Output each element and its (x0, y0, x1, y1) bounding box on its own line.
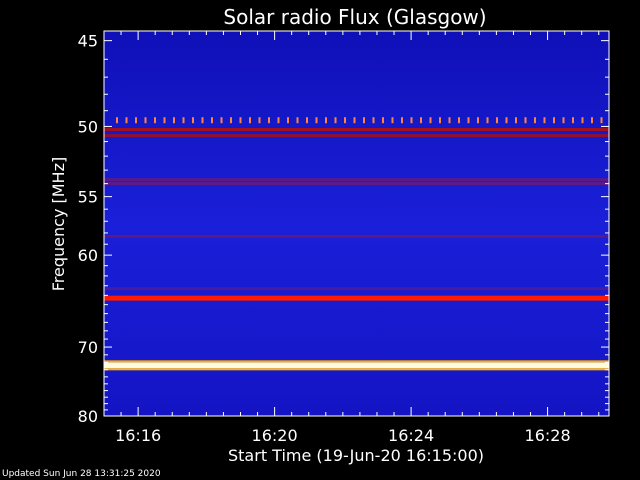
pulse-marker (410, 117, 413, 124)
pulse-marker (201, 117, 204, 124)
pulse-marker (239, 117, 242, 124)
pulse-marker (182, 117, 185, 124)
pulse-marker (258, 117, 261, 124)
pulse-marker (505, 117, 508, 124)
x-tick-label: 16:28 (525, 426, 571, 445)
pulse-marker (306, 117, 308, 124)
plot-background (104, 31, 609, 416)
y-tick-label: 70 (78, 338, 98, 357)
pulse-marker (553, 117, 555, 124)
pulse-marker (515, 117, 517, 124)
y-axis-label: Frequency [MHz] (49, 157, 68, 291)
pulse-marker (391, 117, 394, 124)
pulse-marker (600, 117, 603, 124)
y-tick-label: 55 (78, 188, 98, 207)
x-axis-label: Start Time (19-Jun-20 16:15:00) (228, 446, 484, 465)
pulse-marker (534, 117, 536, 124)
pulse-marker (581, 117, 584, 124)
x-axis: 16:16 16:20 16:24 16:28 (103, 31, 600, 445)
pulse-marker (277, 117, 280, 124)
y-axis: 45 50 55 60 70 80 (78, 32, 609, 426)
pulse-marker (543, 117, 546, 124)
emission-band (104, 287, 609, 291)
emission-band (104, 295, 609, 301)
chart-title: Solar radio Flux (Glasgow) (223, 5, 486, 29)
x-tick-label: 16:16 (115, 426, 161, 445)
pulse-marker (315, 117, 318, 124)
footer-updated: Updated Sun Jun 28 13:31:25 2020 (2, 469, 161, 479)
pulse-marker (420, 117, 422, 124)
pulse-marker (439, 117, 441, 124)
pulse-marker (591, 117, 593, 124)
emission-band (104, 134, 609, 138)
pulse-marker (249, 117, 251, 124)
pulse-marker (524, 117, 527, 124)
pulse-marker (562, 117, 565, 124)
pulse-marker (477, 117, 479, 124)
y-tick-label: 60 (78, 246, 98, 265)
emission-band (104, 234, 609, 238)
pulse-marker (448, 117, 451, 124)
pulse-marker (401, 117, 403, 124)
pulse-marker (458, 117, 460, 124)
emission-band (104, 182, 609, 186)
emission-band (104, 178, 609, 182)
pulse-marker (372, 117, 375, 124)
emission-band (104, 128, 609, 132)
pulse-marker (572, 117, 574, 124)
pulse-marker (154, 117, 156, 124)
pulse-marker (144, 117, 147, 124)
pulse-marker (429, 117, 432, 124)
y-tick-label: 80 (78, 407, 98, 426)
pulse-marker (163, 117, 166, 124)
pulse-marker (496, 117, 498, 124)
pulse-marker (325, 117, 327, 124)
y-tick-label: 50 (78, 117, 98, 136)
pulse-marker (287, 117, 289, 124)
pulse-markers (116, 117, 603, 124)
pulse-marker (363, 117, 365, 124)
pulse-marker (382, 117, 384, 124)
pulse-marker (116, 117, 118, 124)
pulse-marker (268, 117, 270, 124)
pulse-marker (334, 117, 337, 124)
x-tick-label: 16:24 (388, 426, 434, 445)
pulse-marker (135, 117, 137, 124)
pulse-marker (173, 117, 175, 124)
pulse-marker (486, 117, 489, 124)
emission-band-edge (104, 360, 609, 363)
x-tick-label: 16:20 (252, 426, 298, 445)
pulse-marker (211, 117, 213, 124)
pulse-marker (353, 117, 356, 124)
pulse-marker (344, 117, 346, 124)
pulse-marker (296, 117, 299, 124)
plot-frame (103, 30, 610, 417)
emission-bands (104, 128, 609, 371)
pulse-marker (230, 117, 232, 124)
pulse-marker (467, 117, 470, 124)
y-tick-label: 45 (78, 32, 98, 51)
pulse-marker (125, 117, 128, 124)
pulse-marker (192, 117, 194, 124)
pulse-marker (220, 117, 223, 124)
emission-band (104, 362, 609, 369)
emission-band-edge (104, 368, 609, 371)
